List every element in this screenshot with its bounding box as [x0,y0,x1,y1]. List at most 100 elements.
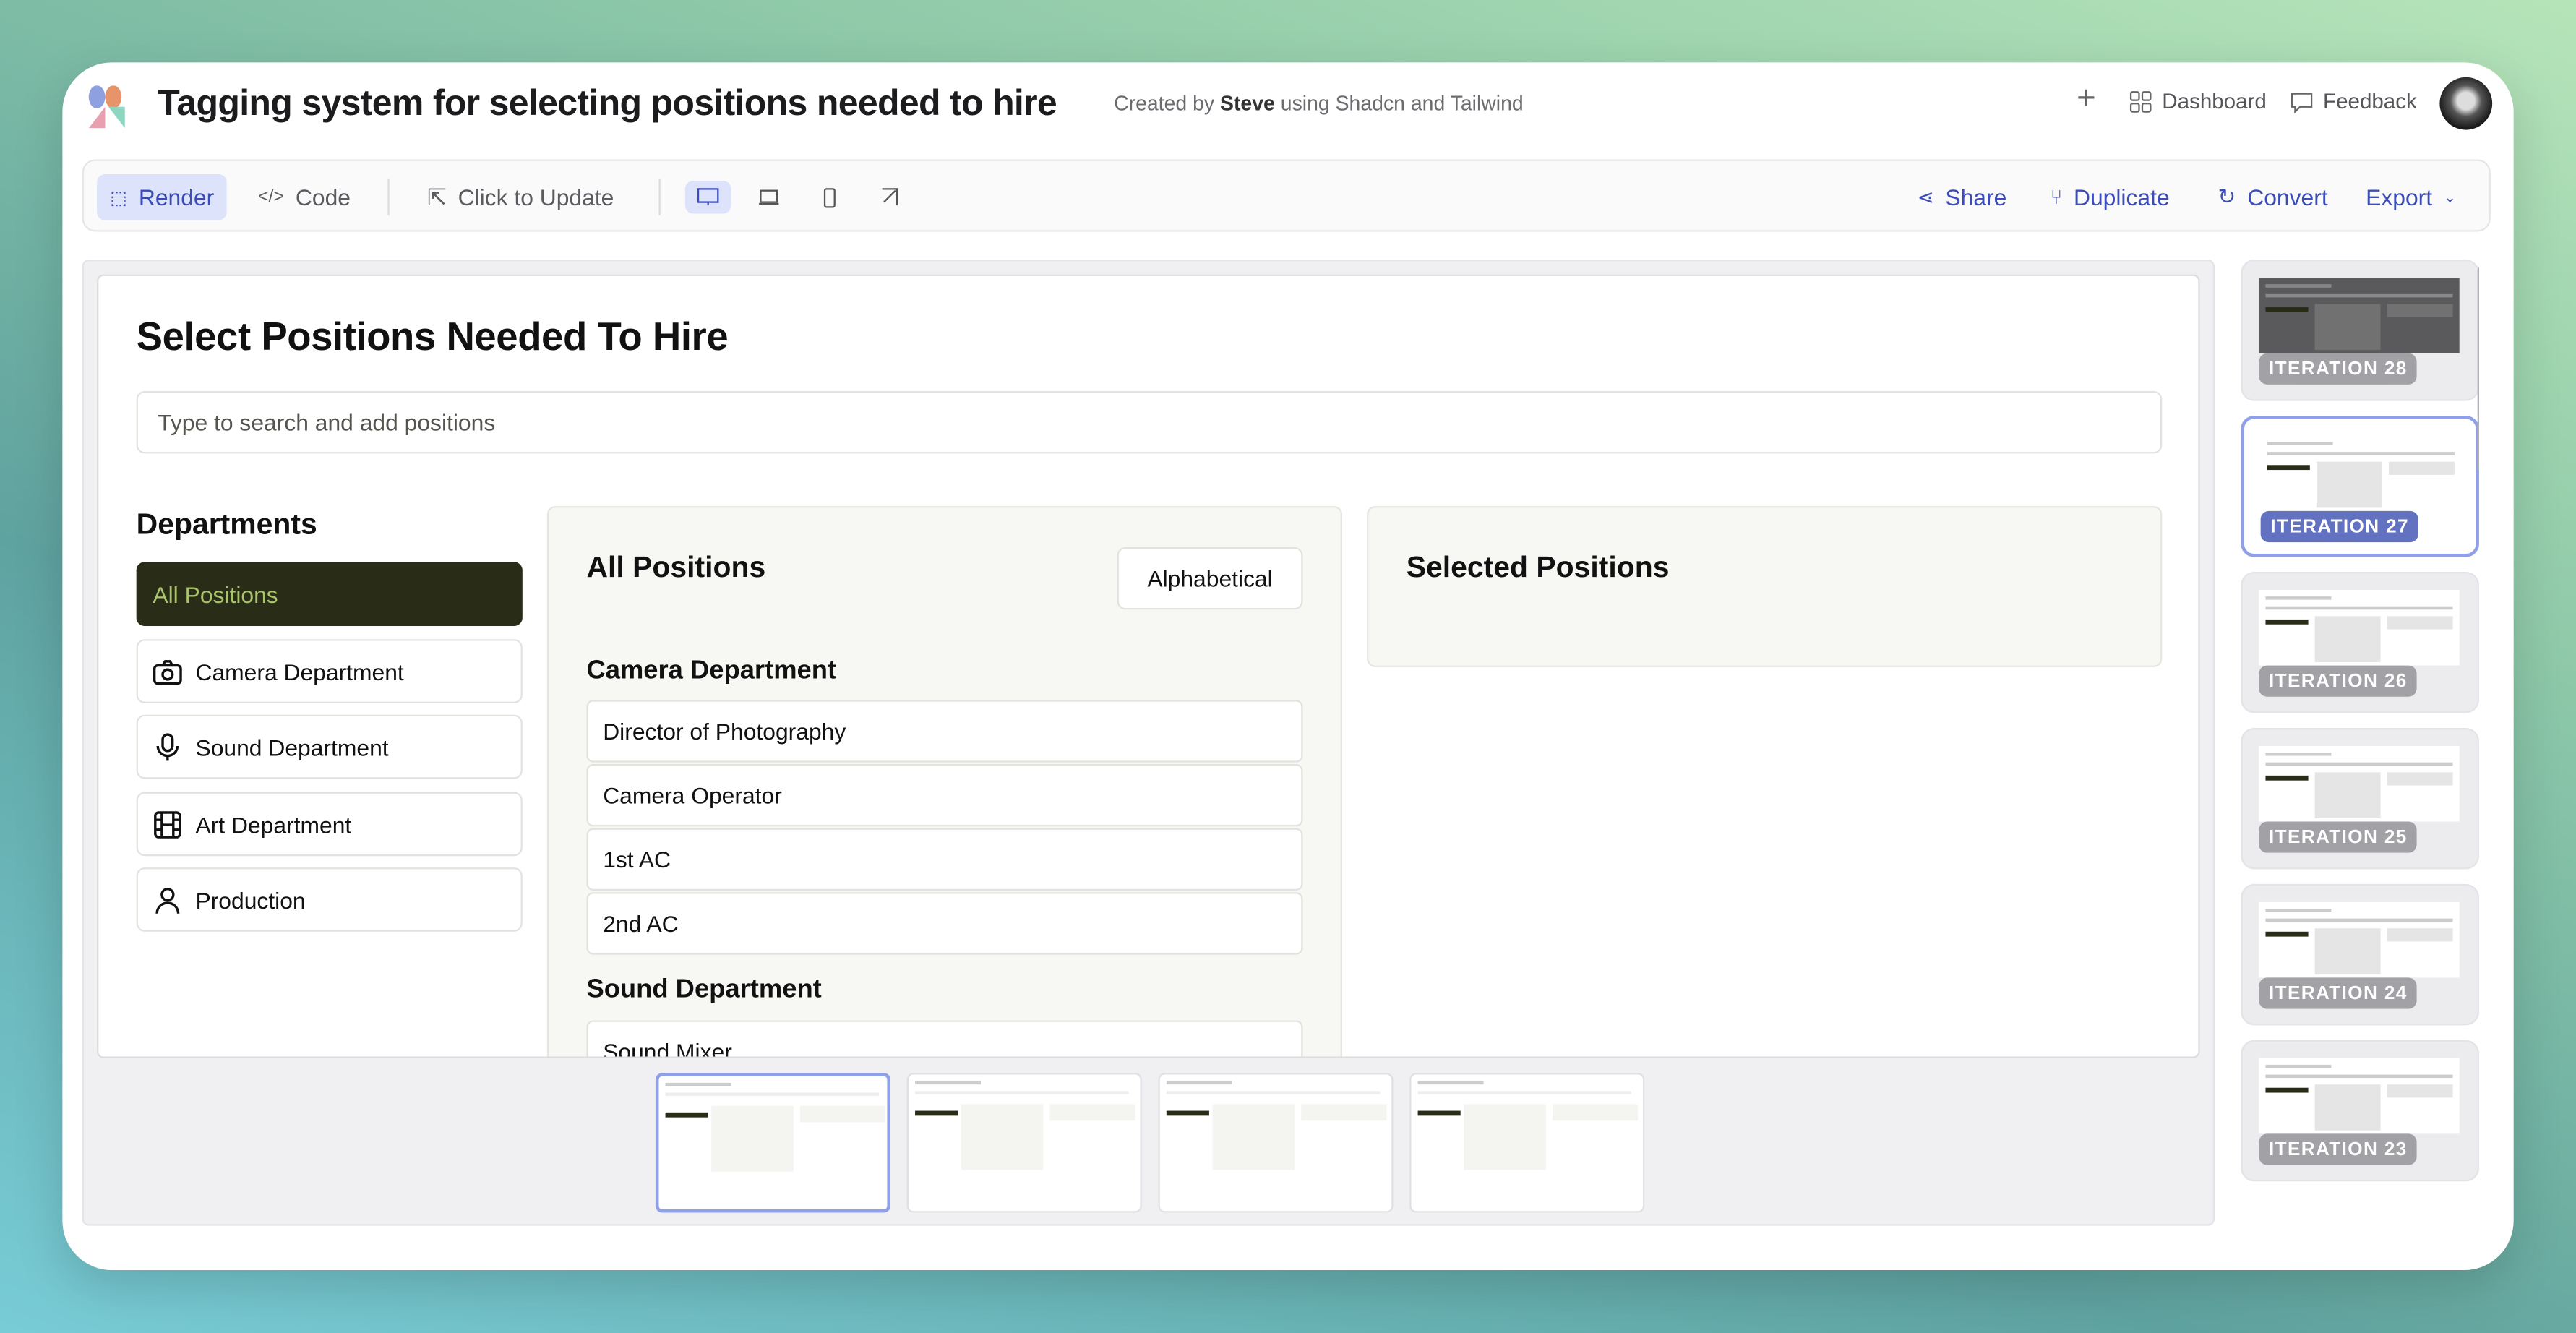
divider [658,179,661,215]
all-positions-panel: All Positions Alphabetical Camera Depart… [546,506,1343,1057]
grid-icon [2129,90,2152,112]
message-icon [2291,92,2313,113]
desktop-view-button[interactable] [684,181,731,214]
iteration-badge: ITERATION 24 [2259,977,2418,1009]
camera-icon [153,659,182,685]
iteration-preview [2259,1058,2460,1134]
mobile-view-button[interactable] [807,181,853,213]
preview-area: Select Positions Needed To Hire Type to … [82,260,2215,1226]
render-icon: ⬚ [110,188,127,208]
feedback-label: Feedback [2323,88,2417,113]
position-item[interactable]: Sound Mixer [586,1020,1303,1057]
dept-label: Art Department [195,810,352,838]
share-label: Share [1945,184,2007,210]
variant-thumbnail[interactable] [906,1073,1142,1213]
position-item[interactable]: Director of Photography [586,700,1303,763]
export-dropdown[interactable]: Export ⌄ [2353,174,2469,220]
divider [387,179,390,215]
dept-all-positions[interactable]: All Positions [136,562,523,627]
laptop-view-button[interactable] [746,181,792,213]
sort-button[interactable]: Alphabetical [1117,547,1303,610]
iteration-card[interactable]: ITERATION 27 [2241,416,2479,557]
iteration-sidebar: ITERATION 28 ITERATION 27 ITERATION 26 ITER… [2241,260,2479,1270]
dept-sound[interactable]: Sound Department [136,714,523,779]
variant-thumbnail[interactable] [1409,1073,1645,1213]
dept-label: Production [195,886,306,913]
iteration-badge: ITERATION 26 [2259,665,2418,697]
position-item[interactable]: 1st AC [586,828,1303,891]
avatar[interactable] [2439,77,2493,130]
dashboard-label: Dashboard [2162,88,2267,113]
iteration-badge: ITERATION 28 [2259,353,2418,385]
external-icon [882,188,898,206]
film-icon [154,810,181,838]
section-heading: Sound Department [586,976,822,1004]
iteration-card[interactable]: ITERATION 25 [2241,727,2479,870]
variant-thumbnail[interactable] [655,1073,890,1213]
click-to-update-button[interactable]: ⇱ Click to Update [414,174,627,220]
all-positions-heading: All Positions [586,550,766,583]
new-button[interactable]: + [2077,80,2096,118]
render-frame: Select Positions Needed To Hire Type to … [97,274,2200,1058]
code-label: Code [295,184,351,210]
share-icon: ⋖ [1917,185,1934,209]
iteration-badge: ITERATION 27 [2260,510,2419,543]
created-by: Created by Steve using Shadcn and Tailwi… [1114,92,1524,116]
iteration-card[interactable]: ITERATION 26 [2241,572,2479,713]
open-external-button[interactable] [866,181,912,213]
dept-label: All Positions [153,580,278,607]
convert-label: Convert [2247,184,2328,210]
iteration-card[interactable]: ITERATION 24 [2241,883,2479,1026]
app-window: Tagging system for selecting positions n… [62,62,2514,1271]
refresh-icon: ↻ [2217,184,2236,209]
iteration-card[interactable]: ITERATION 23 [2241,1040,2479,1182]
iteration-badge: ITERATION 23 [2259,1133,2418,1165]
dept-label: Camera Department [195,658,404,685]
click-to-update-label: Click to Update [458,184,614,210]
dept-art[interactable]: Art Department [136,792,523,857]
project-title: Tagging system for selecting positions n… [158,82,1057,124]
position-search-input[interactable]: Type to search and add positions [136,390,2163,454]
iteration-preview [2259,745,2460,822]
render-label: Render [138,184,215,210]
section-heading: Camera Department [586,657,837,685]
iteration-badge: ITERATION 25 [2259,821,2418,853]
iteration-preview [2259,590,2460,666]
iteration-preview [2259,278,2460,353]
code-icon: </> [257,187,285,207]
cursor-icon: ⇱ [426,183,447,210]
user-icon [155,886,180,913]
scrollbar-thumb[interactable] [2477,266,2479,472]
phone-icon [823,187,836,207]
selected-positions-panel: Selected Positions [1367,506,2163,667]
laptop-icon [759,189,779,205]
dashboard-button[interactable]: Dashboard [2129,89,2267,113]
monitor-icon [697,188,719,206]
iteration-preview [2260,435,2461,511]
dept-production[interactable]: Production [136,867,523,932]
feedback-button[interactable]: Feedback [2291,89,2417,113]
chevron-down-icon: ⌄ [2444,188,2457,205]
render-tab[interactable]: ⬚ Render [97,173,228,220]
fork-icon: ⑂ [2050,185,2063,209]
plus-icon: + [2077,80,2096,117]
convert-button[interactable]: ↻ Convert [2204,174,2341,220]
departments-heading: Departments [136,507,317,541]
share-button[interactable]: ⋖ Share [1904,174,2019,220]
dept-camera[interactable]: Camera Department [136,639,523,703]
position-item[interactable]: 2nd AC [586,892,1303,955]
dept-label: Sound Department [195,733,389,760]
iteration-card[interactable]: ITERATION 28 [2241,260,2479,401]
app-logo [85,85,128,129]
position-item[interactable]: Camera Operator [586,763,1303,827]
toolbar: ⬚ Render </> Code ⇱ Click to Update ⋖ Share … [82,159,2491,232]
iteration-preview [2259,901,2460,978]
duplicate-label: Duplicate [2073,184,2170,210]
export-label: Export [2366,184,2433,210]
microphone-icon [156,732,179,760]
variant-thumbnail[interactable] [1158,1073,1394,1213]
code-tab[interactable]: </> Code [245,174,364,220]
selected-positions-heading: Selected Positions [1406,550,1670,583]
duplicate-button[interactable]: ⑂ Duplicate [2038,174,2183,220]
page-title: Select Positions Needed To Hire [136,315,729,360]
